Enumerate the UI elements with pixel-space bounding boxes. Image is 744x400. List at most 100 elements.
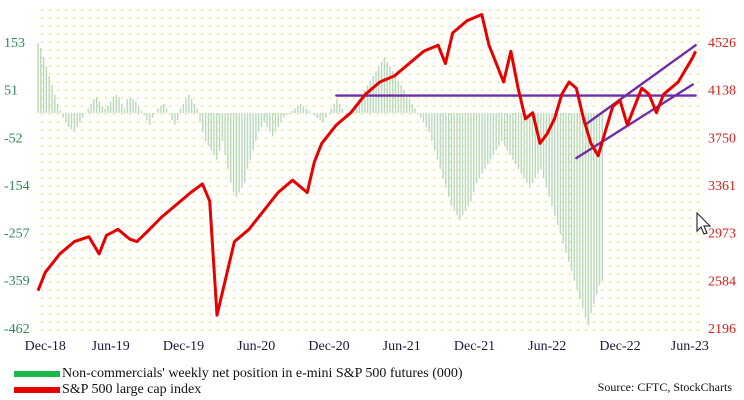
net-position-bar <box>126 99 129 114</box>
net-position-bar <box>554 113 556 216</box>
net-position-bar <box>244 113 246 183</box>
net-position-bar <box>218 113 221 151</box>
x-tick-label: Jun-22 <box>528 339 566 354</box>
right-tick-label: 2973 <box>708 227 736 242</box>
net-position-bar <box>277 113 279 128</box>
trendlines <box>335 43 697 160</box>
net-position-bar <box>517 113 520 169</box>
net-position-bar <box>344 113 346 114</box>
net-position-bar <box>514 113 517 165</box>
net-position-bar <box>249 113 252 160</box>
right-axis: 4526 4138 3750 3361 2973 2584 2196 <box>708 36 736 337</box>
right-tick-label: 2196 <box>708 322 736 337</box>
net-position-bar <box>501 113 503 142</box>
x-tick-label: Jun-20 <box>237 339 275 354</box>
net-position-bar <box>408 99 411 114</box>
sp500-line-path <box>36 13 697 317</box>
net-position-bar <box>492 113 495 156</box>
net-position-bar <box>403 89 405 114</box>
net-position-bar <box>551 113 553 207</box>
net-position-bar <box>484 113 486 169</box>
net-position-bar <box>216 113 218 160</box>
net-position-bar <box>411 103 414 114</box>
net-position-bar <box>447 113 450 197</box>
net-position-bar <box>151 113 154 118</box>
net-position-bar <box>375 71 377 114</box>
net-position-bar <box>51 85 53 114</box>
net-position-bar <box>595 113 598 295</box>
net-position-bar <box>487 113 489 165</box>
net-position-bar <box>336 99 338 114</box>
net-position-bar <box>241 113 243 188</box>
net-position-bar <box>95 96 98 114</box>
net-position-bar <box>54 94 56 114</box>
left-tick-label: -154 <box>4 179 30 194</box>
net-position-bar <box>294 108 296 114</box>
left-tick-label: -359 <box>4 274 30 289</box>
net-position-bar <box>545 113 548 188</box>
net-position-bar <box>355 103 358 114</box>
net-position-bar <box>81 113 84 118</box>
net-position-bar <box>425 113 427 128</box>
net-position-bar <box>230 113 232 183</box>
legend-label-sp500: S&P 500 large cap index <box>62 382 202 397</box>
net-position-bar <box>37 43 39 114</box>
left-axis: 153 51 -52 -154 -257 -359 -462 <box>4 36 30 337</box>
net-position-bar <box>115 94 117 114</box>
net-position-bar <box>322 113 324 123</box>
net-position-bar <box>157 108 159 114</box>
x-axis: Dec-18 Jun-19 Dec-19 Jun-20 Dec-20 Jun-21 Dec-… <box>25 339 709 354</box>
right-tick-label: 3750 <box>708 131 736 146</box>
net-position-bar <box>146 113 148 121</box>
net-position-bar <box>358 99 360 114</box>
net-position-bar <box>478 113 481 179</box>
net-position-bar <box>235 113 238 197</box>
net-position-bar <box>238 113 240 193</box>
net-position-bar <box>79 113 81 123</box>
net-position-bar <box>442 113 444 179</box>
net-position-bar <box>431 113 433 142</box>
net-position-bar <box>59 110 62 114</box>
net-position-bar <box>392 71 394 114</box>
left-tick-label: 51 <box>4 83 18 98</box>
net-position-bar <box>224 113 226 156</box>
legend-item-sp500: S&P 500 large cap index <box>14 382 201 398</box>
net-position-bar <box>87 108 89 114</box>
net-position-bar <box>509 113 511 156</box>
net-position-bar <box>523 113 525 179</box>
net-position-bar <box>453 113 455 211</box>
net-position-bar <box>163 103 165 114</box>
net-position-bar <box>193 103 196 114</box>
net-position-bar <box>260 113 263 128</box>
net-position-bar <box>414 108 416 114</box>
net-position-bar <box>459 113 461 221</box>
net-position-bar <box>266 113 268 128</box>
net-position-bar <box>70 113 73 130</box>
x-tick-label: Dec-19 <box>163 339 204 354</box>
net-position-bar <box>252 113 254 151</box>
net-position-bar <box>364 89 366 114</box>
net-position-bar <box>548 113 550 197</box>
net-position-bar <box>179 108 182 114</box>
net-position-bar <box>369 80 372 114</box>
net-position-bar <box>327 113 330 114</box>
net-position-bar <box>598 113 601 286</box>
net-position-bar <box>84 113 87 114</box>
left-tick-label: 153 <box>4 36 25 51</box>
net-position-bar <box>174 113 176 125</box>
x-tick-label: Dec-21 <box>454 339 495 354</box>
net-position-bar <box>319 113 321 121</box>
net-position-bar <box>378 66 380 114</box>
net-position-bar <box>160 106 162 114</box>
net-position-bar <box>537 113 539 174</box>
net-position-bar <box>475 113 478 183</box>
net-position-bar <box>422 113 425 123</box>
net-position-bar <box>101 106 103 114</box>
net-position-bar <box>470 113 472 202</box>
net-position-bar <box>400 85 402 114</box>
net-position-bar <box>171 113 173 121</box>
net-position-bar <box>98 101 101 114</box>
net-position-bar <box>568 113 570 262</box>
net-position-bar <box>283 113 285 118</box>
net-position-bar <box>90 103 92 114</box>
